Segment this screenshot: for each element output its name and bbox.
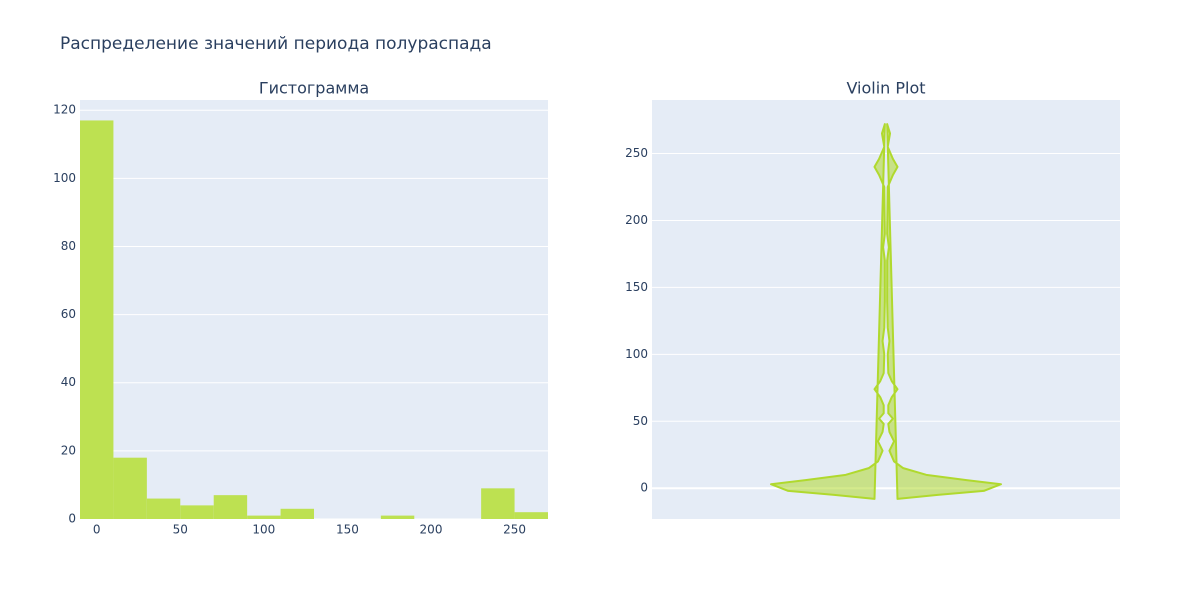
y-tick-label: 40	[61, 375, 76, 389]
x-tick-label: 50	[173, 523, 188, 537]
y-tick-label: 120	[53, 103, 76, 117]
bar	[213, 495, 248, 519]
bar	[247, 515, 281, 519]
y-tick-label: 200	[625, 213, 648, 227]
x-tick-label: 200	[420, 523, 443, 537]
violin-half	[770, 123, 886, 500]
x-tick-label: 100	[252, 523, 275, 537]
y-tick-label: 20	[61, 443, 76, 457]
bar	[146, 498, 181, 519]
bar	[180, 505, 214, 519]
figure-title: Распределение значений периода полураспа…	[60, 34, 492, 54]
violin-half	[886, 123, 1002, 500]
x-tick-label: 0	[93, 523, 101, 537]
y-tick-label: 80	[61, 239, 76, 253]
x-tick-label: 250	[503, 523, 526, 537]
bar	[80, 120, 114, 519]
bar	[380, 515, 415, 519]
y-tick-label: 250	[625, 146, 648, 160]
y-tick-label: 50	[633, 414, 648, 428]
plot-area	[80, 100, 548, 519]
y-tick-label: 0	[640, 481, 648, 495]
bar	[113, 457, 147, 519]
y-tick-label: 0	[68, 512, 76, 526]
bar	[280, 508, 314, 519]
y-tick-label: 60	[61, 307, 76, 321]
plot-area	[652, 100, 1120, 519]
subplot-title: Violin Plot	[846, 79, 925, 98]
y-tick-label: 100	[625, 347, 648, 361]
bar	[514, 512, 548, 519]
bar	[481, 488, 515, 519]
subplot-title: Гистограмма	[259, 79, 369, 98]
x-tick-label: 150	[336, 523, 359, 537]
y-tick-label: 100	[53, 171, 76, 185]
y-tick-label: 150	[625, 280, 648, 294]
